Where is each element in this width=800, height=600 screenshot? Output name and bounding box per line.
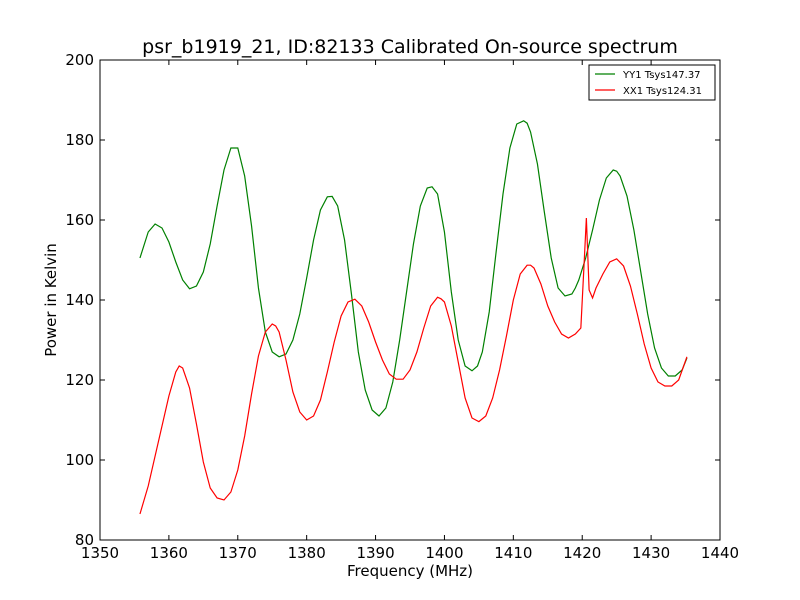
x-tick-label: 1440 [701, 544, 739, 562]
series-layer [139, 120, 688, 515]
x-tick-label: 1380 [288, 544, 326, 562]
legend-label-yy1: YY1 Tsys147.37 [622, 70, 701, 81]
plot-area [139, 120, 688, 515]
series-line-1 [139, 217, 688, 515]
x-tick-label: 1390 [356, 544, 394, 562]
series-line-0 [139, 120, 688, 417]
y-tick-label: 100 [65, 451, 94, 469]
y-axis-label: Power in Kelvin [42, 243, 60, 357]
legend-label-xx1: XX1 Tsys124.31 [623, 86, 702, 97]
y-tick-label: 180 [65, 131, 94, 149]
x-tick-label: 1360 [150, 544, 188, 562]
x-tick-label: 1410 [494, 544, 532, 562]
y-tick-label: 80 [75, 531, 94, 549]
x-axis-ticks: 1350 1360 1370 1380 1390 1400 1410 1420 1430 1440 [81, 60, 739, 562]
chart-title: psr_b1919_21, ID:82133 Calibrated On-sou… [142, 36, 678, 58]
y-axis-ticks: 80 100 120 140 160 180 200 [65, 51, 720, 549]
legend-box [588, 64, 716, 101]
y-tick-label: 120 [65, 371, 94, 389]
x-axis-label: Frequency (MHz) [347, 562, 473, 580]
y-tick-label: 140 [65, 291, 94, 309]
x-tick-label: 1420 [563, 544, 601, 562]
x-tick-label: 1430 [632, 544, 670, 562]
legend: YY1 Tsys147.37 XX1 Tsys124.31 [588, 64, 716, 101]
x-tick-label: 1370 [219, 544, 257, 562]
y-tick-label: 200 [65, 51, 94, 69]
x-tick-label: 1350 [81, 544, 119, 562]
y-tick-label: 160 [65, 211, 94, 229]
x-tick-label: 1400 [425, 544, 463, 562]
